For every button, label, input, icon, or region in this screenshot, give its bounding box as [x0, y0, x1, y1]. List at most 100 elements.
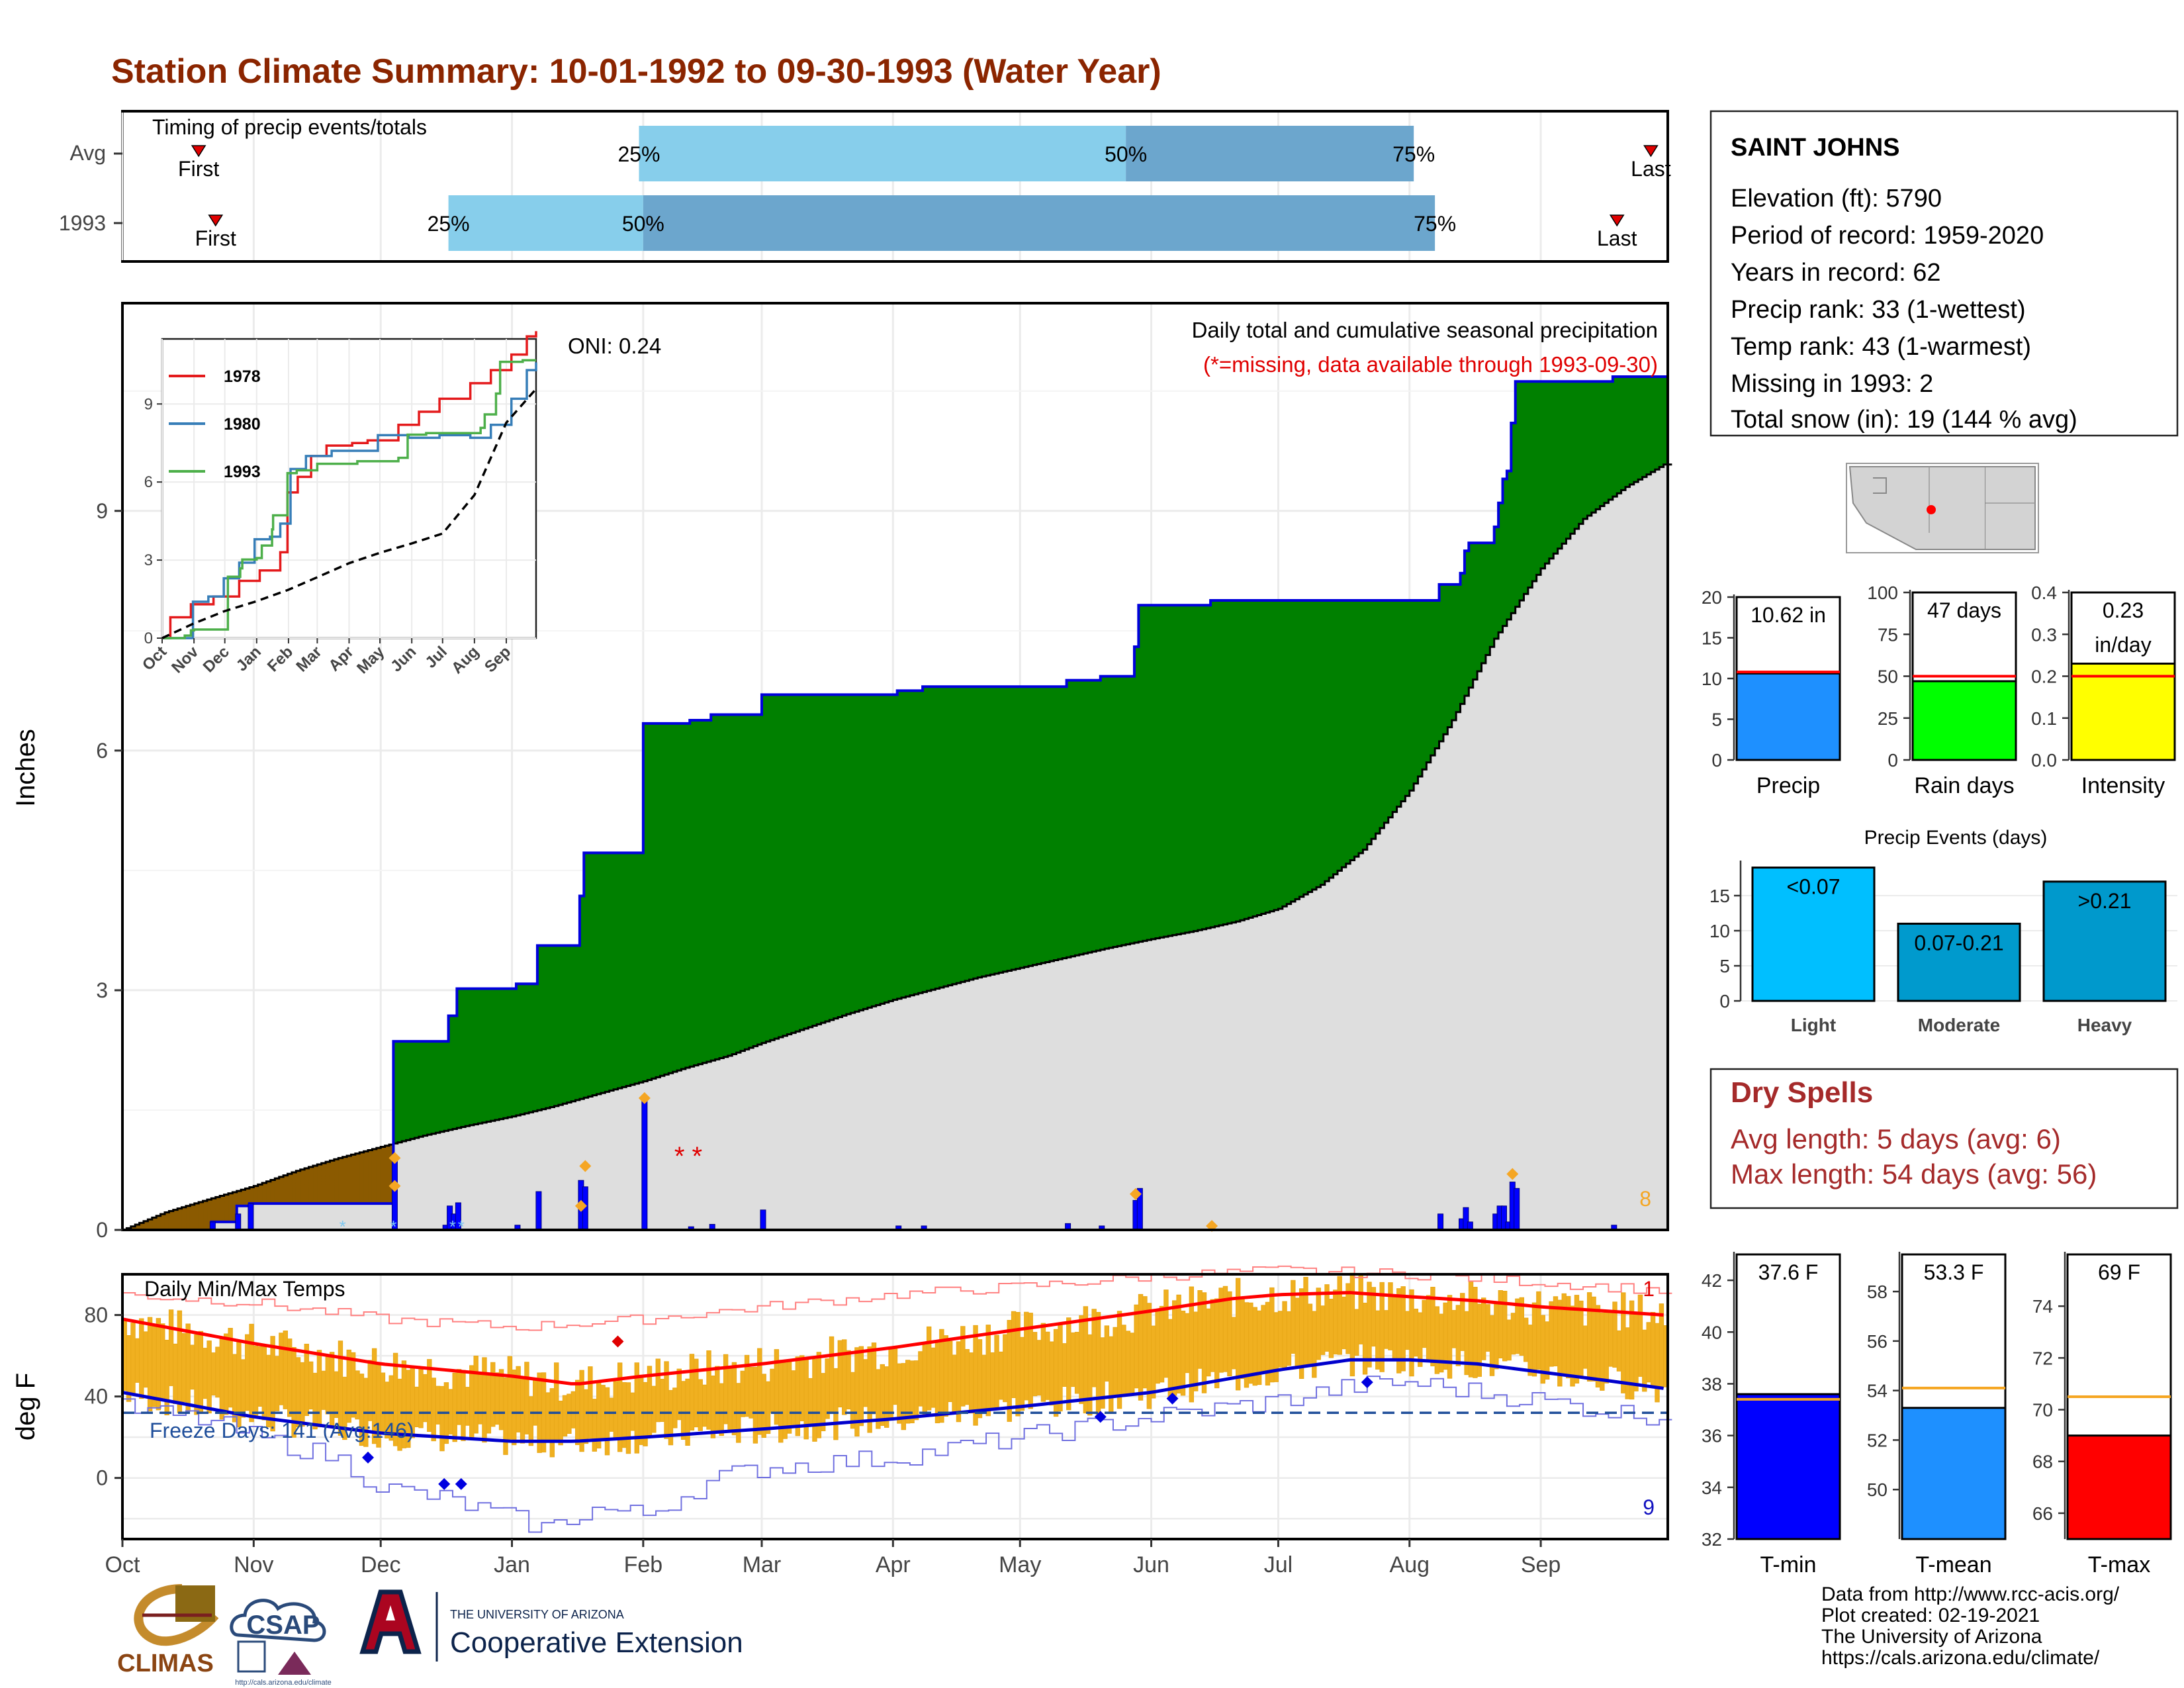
precip-ylabel: Inches [11, 729, 40, 807]
station-line-elevation: Elevation (ft): 5790 [1731, 185, 1942, 212]
record-max-marker [612, 1335, 624, 1348]
daily-precip-bar [535, 1191, 542, 1231]
temp-ylabel: deg F [11, 1373, 40, 1440]
temp-summary-0-value-label: 37.6 F [1758, 1260, 1819, 1284]
dry-spells-box: Dry Spells Avg length: 5 days (avg: 6) M… [1709, 1068, 2179, 1209]
temp-summary-panels: 37.6 F 32 34 36 38 40 42 T-min 53.3 F 50 52 54 56 58 T… [1702, 1252, 2172, 1577]
credit-line-4: https://cals.arizona.edu/climate/ [1821, 1647, 2100, 1669]
snow-star: * [390, 1217, 396, 1237]
missing-marks: * * [674, 1142, 702, 1171]
precip-ytick-label: 3 [96, 978, 108, 1002]
temp-summary-2-category-label: T-max [2088, 1552, 2150, 1577]
dry-spells-avg: Avg length: 5 days (avg: 6) [1731, 1123, 2061, 1154]
timing-first-label: First [178, 157, 219, 181]
precip-summary-2-ytick-label: 0.2 [2031, 667, 2057, 687]
precip-summary-1-ytick-label: 25 [1878, 708, 1898, 729]
snow-day-marker [638, 1092, 651, 1104]
station-line-missing: Missing in 1993: 2 [1731, 370, 1933, 398]
precip-summary-2-value-label: 0.23 [2103, 598, 2144, 622]
temp-summary-0-ytick-label: 32 [1702, 1529, 1722, 1550]
record-min-marker [1166, 1392, 1179, 1405]
timing-pct-label: 25% [428, 212, 470, 236]
timing-first-marker [191, 145, 206, 158]
timing-pct-label: 50% [622, 212, 664, 236]
month-tick-label: May [999, 1552, 1041, 1577]
month-tick-label: Apr [876, 1552, 911, 1577]
timing-pct-label: 50% [1105, 142, 1147, 166]
daily-precip-bar [760, 1209, 766, 1231]
page-title: Station Climate Summary: 10-01-1992 to 0… [111, 52, 1161, 91]
ua-logo: THE UNIVERSITY OF ARIZONA Cooperative Ex… [359, 1589, 743, 1662]
precip-summary-1-value-label: 47 days [1927, 598, 2001, 622]
events-bar-label: >0.21 [2078, 889, 2132, 913]
station-line-years: Years in record: 62 [1731, 259, 1941, 287]
temp-summary-2-ytick-label: 72 [2032, 1348, 2053, 1368]
snow-day-marker [388, 1180, 401, 1192]
timing-last-marker [1643, 145, 1659, 158]
month-tick-label: Feb [624, 1552, 663, 1577]
month-tick-label: Aug [1390, 1552, 1430, 1577]
daily-precip-bar [235, 1213, 242, 1231]
temp-ytick-label: 40 [84, 1385, 108, 1409]
credit-line-1: Data from http://www.rcc-acis.org/ [1821, 1583, 2120, 1605]
csap-url: http://cals.arizona.edu/climate [235, 1679, 332, 1687]
snow-star: * [449, 1217, 456, 1237]
timing-bar-q1 [639, 126, 1126, 181]
inset-legend-label: 1980 [224, 415, 261, 434]
inset-series-line [162, 362, 537, 639]
temp-panel: 0 40 80 Oct Nov Dec Jan Feb Mar Apr May Jun Jul Aug S… [11, 1265, 1672, 1577]
temp-summary-0-ytick-label: 36 [1702, 1426, 1722, 1446]
cumulative-1993-line [122, 375, 1668, 1231]
record-min-marker [1094, 1411, 1107, 1423]
inset-ytick-label: 3 [144, 551, 153, 569]
temp-summary-1-ytick-label: 50 [1867, 1479, 1888, 1500]
precip-summary-0-bar [1735, 672, 1841, 761]
timing-bar-q2 [1126, 126, 1414, 181]
timing-row-label-avg: Avg [69, 141, 106, 165]
inset-legend-label: 1993 [224, 463, 261, 481]
temp-ytick-label: 80 [84, 1303, 108, 1327]
month-tick-label: Mar [743, 1552, 782, 1577]
inset-normal-line [161, 388, 537, 639]
precip-summary-1-ytick-label: 75 [1878, 624, 1898, 645]
month-tick-label: Jul [1264, 1552, 1293, 1577]
events-category-label: Moderate [1918, 1015, 2000, 1035]
precip-ytick-label: 9 [96, 499, 108, 523]
precip-label-missing: (*=missing, data available through 1993-… [1203, 352, 1658, 377]
precip-label-main: Daily total and cumulative seasonal prec… [1192, 318, 1658, 342]
timing-bar-q2 [643, 195, 1435, 251]
events-ytick-label: 10 [1709, 921, 1730, 941]
station-line-period: Period of record: 1959-2020 [1731, 222, 2044, 250]
snow-day-marker [574, 1199, 587, 1212]
temp-summary-1-bar [1901, 1407, 2007, 1540]
climas-logo: CLIMAS [117, 1584, 219, 1677]
timing-pct-label: 75% [1392, 142, 1435, 166]
inset-ytick-label: 6 [144, 473, 153, 491]
record-min-line [122, 1376, 1672, 1533]
precip-summary-0-ytick-label: 20 [1702, 587, 1722, 608]
temp-summary-0-bar [1735, 1393, 1841, 1540]
events-bar-moderate [1897, 922, 2021, 1002]
temp-count-top: 1 [1643, 1277, 1655, 1301]
inset-ytick-label: 9 [144, 395, 153, 413]
temp-title: Daily Min/Max Temps [144, 1277, 345, 1301]
temp-summary-2-bar [2066, 1434, 2172, 1540]
timing-last-label: Last [1631, 157, 1671, 181]
ua-name: THE UNIVERSITY OF ARIZONA [450, 1608, 624, 1621]
temp-summary-2-ytick-label: 74 [2032, 1296, 2053, 1317]
timing-bar-q1 [448, 195, 643, 251]
events-bar-light [1751, 867, 1876, 1002]
precip-summary-2-ytick-label: 0.4 [2031, 583, 2057, 603]
snow-star: * [340, 1217, 346, 1237]
daily-precip-bar [1514, 1188, 1520, 1231]
normal-min-line [122, 1358, 1664, 1443]
precip-events-panel: Precip Events (days) 0 5 10 15 <0.07 Light 0.0… [1709, 827, 2177, 1035]
ua-extension: Cooperative Extension [450, 1626, 743, 1659]
precip-ytick-label: 0 [96, 1218, 108, 1242]
normal-max-line [122, 1291, 1664, 1385]
precip-summary-0-ytick-label: 15 [1702, 628, 1722, 649]
temp-summary-0-ytick-label: 40 [1702, 1322, 1722, 1342]
climas-wordmark: CLIMAS [117, 1650, 214, 1677]
